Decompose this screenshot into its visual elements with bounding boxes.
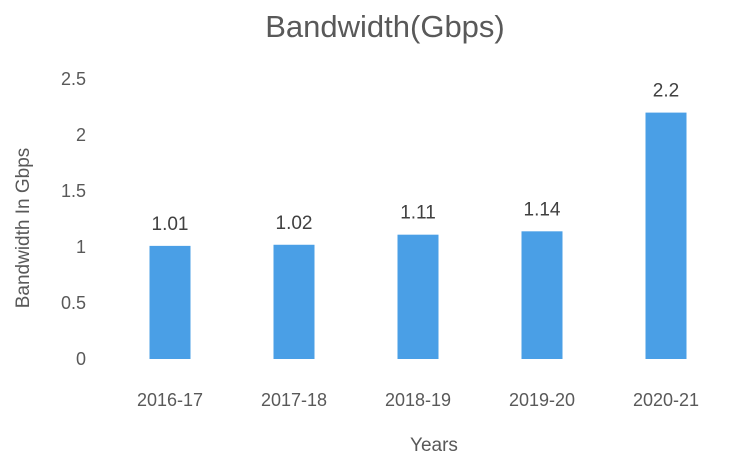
x-axis-label: Years	[410, 435, 458, 456]
data-label: 1.11	[400, 203, 436, 224]
x-tick-label: 2016-17	[137, 390, 203, 410]
bar-2017-18	[273, 244, 315, 359]
y-axis-label: Bandwidth In Gbps	[13, 148, 34, 309]
y-tick-label: 1.5	[61, 181, 86, 201]
bar-2020-21	[645, 112, 687, 359]
y-tick-label: 2.5	[61, 69, 86, 89]
bar-2018-19	[397, 234, 439, 359]
x-tick-label: 2018-19	[385, 390, 451, 410]
data-label: 1.01	[152, 214, 189, 235]
bar-2019-20	[521, 231, 563, 359]
y-tick-label: 1	[76, 237, 86, 257]
y-tick-label: 2	[76, 125, 86, 145]
data-label: 2.2	[653, 81, 679, 102]
x-axis-ticks: 2016-17 2017-18 2018-19 2019-20 2020-21	[137, 390, 699, 410]
y-tick-label: 0	[76, 349, 86, 369]
x-tick-label: 2019-20	[509, 390, 575, 410]
data-label: 1.14	[524, 199, 561, 220]
bar-2016-17	[149, 245, 191, 359]
x-tick-label: 2020-21	[633, 390, 699, 410]
bars-group	[149, 112, 687, 359]
y-axis-ticks: 0 0.5 1 1.5 2 2.5	[61, 69, 86, 369]
data-labels-group: 1.01 1.02 1.11 1.14 2.2	[152, 81, 680, 235]
data-label: 1.02	[276, 213, 313, 234]
y-tick-label: 0.5	[61, 293, 86, 313]
x-tick-label: 2017-18	[261, 390, 327, 410]
chart-title: Bandwidth(Gbps)	[265, 9, 505, 44]
